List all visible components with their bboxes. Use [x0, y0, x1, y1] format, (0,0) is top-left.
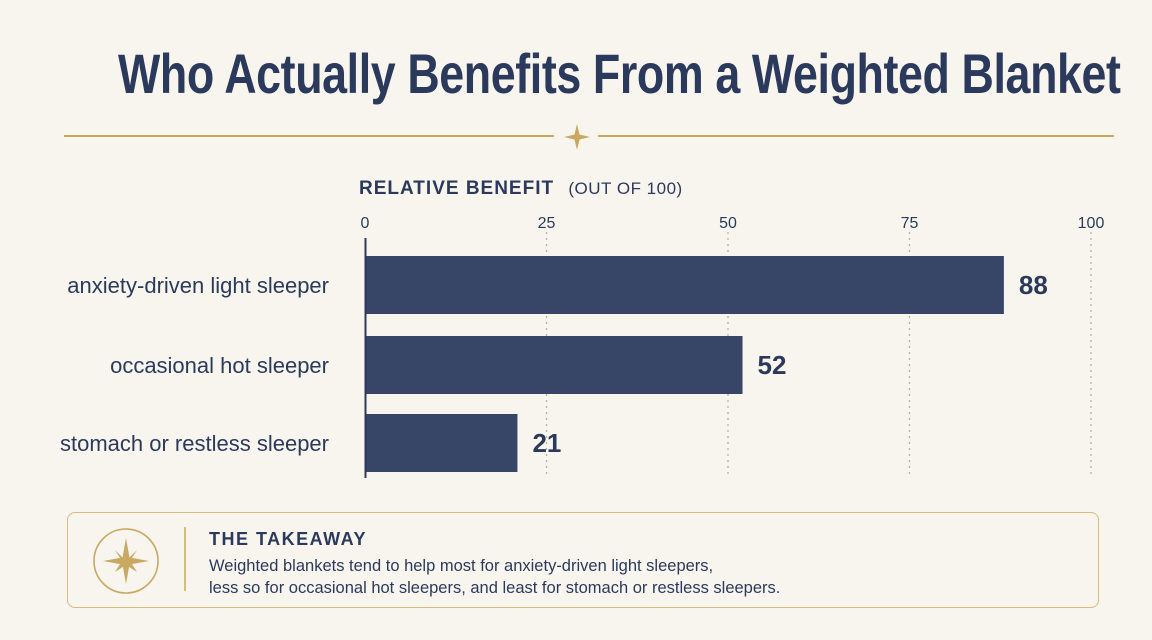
- bar-1: [365, 256, 1004, 314]
- tick-label-75: 75: [901, 215, 919, 232]
- takeaway-text: Weighted blankets tend to help most for …: [209, 555, 1079, 599]
- takeaway-line-1: Weighted blankets tend to help most for …: [209, 557, 714, 575]
- compass-star-icon: [93, 528, 159, 594]
- title-divider-left: [64, 135, 554, 137]
- tick-label-50: 50: [719, 215, 737, 232]
- value-label-2: 52: [758, 350, 787, 380]
- axis-title: RELATIVE BENEFIT (OUT OF 100): [359, 178, 683, 199]
- takeaway-divider: [184, 527, 186, 591]
- tick-label-100: 100: [1078, 215, 1105, 232]
- four-point-star-icon: [564, 124, 590, 150]
- page-title: Who Actually Benefits From a Weighted Bl…: [118, 42, 1121, 105]
- bar-2: [365, 336, 743, 394]
- takeaway-line-2: less so for occasional hot sleepers, and…: [209, 579, 781, 597]
- tick-labels: 0 25 50 75 100: [361, 215, 1105, 232]
- axis-title-sub: (OUT OF 100): [568, 179, 682, 198]
- tick-label-0: 0: [361, 215, 370, 232]
- grid-lines: [545, 232, 1092, 478]
- axis-title-main: RELATIVE BENEFIT: [359, 178, 554, 199]
- tick-label-25: 25: [538, 215, 556, 232]
- category-labels: anxiety-driven light sleeper occasional h…: [60, 273, 329, 456]
- bar-chart: RELATIVE BENEFIT (OUT OF 100) 0 25 50 75 100…: [60, 178, 1105, 478]
- takeaway-box: THE TAKEAWAY Weighted blankets tend to h…: [67, 512, 1099, 608]
- value-label-1: 88: [1019, 270, 1048, 300]
- category-label-3: stomach or restless sleeper: [60, 431, 329, 456]
- value-label-3: 21: [532, 428, 561, 458]
- category-label-2: occasional hot sleeper: [110, 353, 329, 378]
- bar-3: [365, 414, 518, 472]
- value-labels: 88 52 21: [532, 270, 1047, 458]
- bars: [365, 256, 1004, 472]
- category-label-1: anxiety-driven light sleeper: [67, 273, 329, 298]
- title-divider-right: [598, 135, 1114, 137]
- takeaway-heading: THE TAKEAWAY: [209, 529, 368, 549]
